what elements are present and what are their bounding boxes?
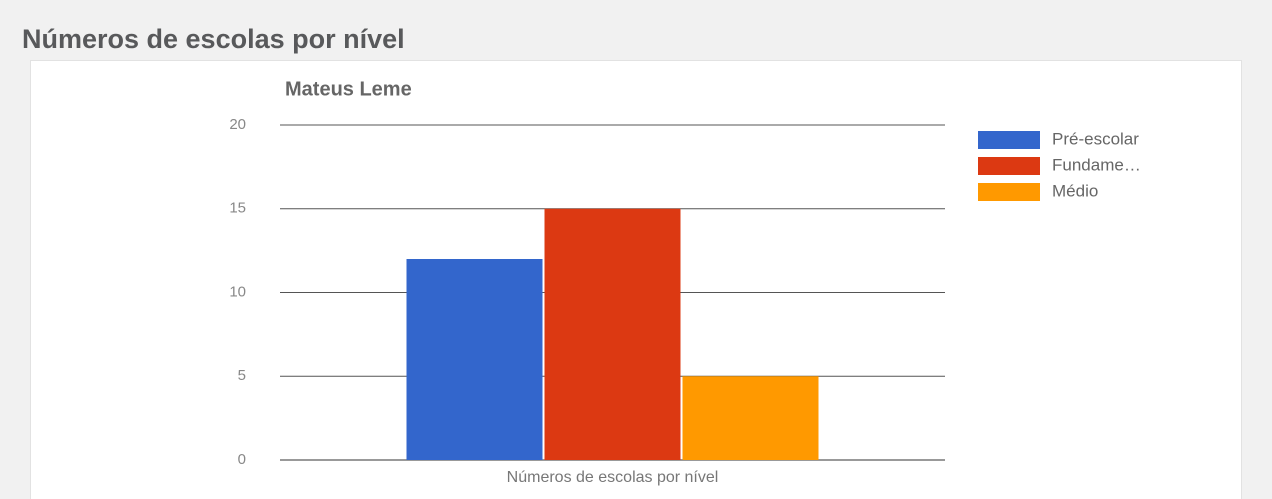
legend-label: Fundame… xyxy=(1052,155,1141,174)
legend-swatch xyxy=(978,183,1040,201)
legend-label: Médio xyxy=(1052,181,1098,200)
y-tick-label: 10 xyxy=(229,283,246,300)
legend-swatch xyxy=(978,131,1040,149)
y-tick-label: 20 xyxy=(229,116,246,133)
bar xyxy=(682,376,819,460)
y-tick-label: 5 xyxy=(238,367,246,384)
page-title: Números de escolas por nível xyxy=(22,24,405,54)
legend-swatch xyxy=(978,157,1040,175)
bar xyxy=(406,259,543,460)
legend-label: Pré-escolar xyxy=(1052,129,1139,148)
chart-title: Mateus Leme xyxy=(285,78,412,100)
bar xyxy=(544,208,681,460)
y-tick-label: 0 xyxy=(238,451,246,468)
y-tick-label: 15 xyxy=(229,200,246,217)
x-tick-label: Números de escolas por nível xyxy=(507,469,719,486)
